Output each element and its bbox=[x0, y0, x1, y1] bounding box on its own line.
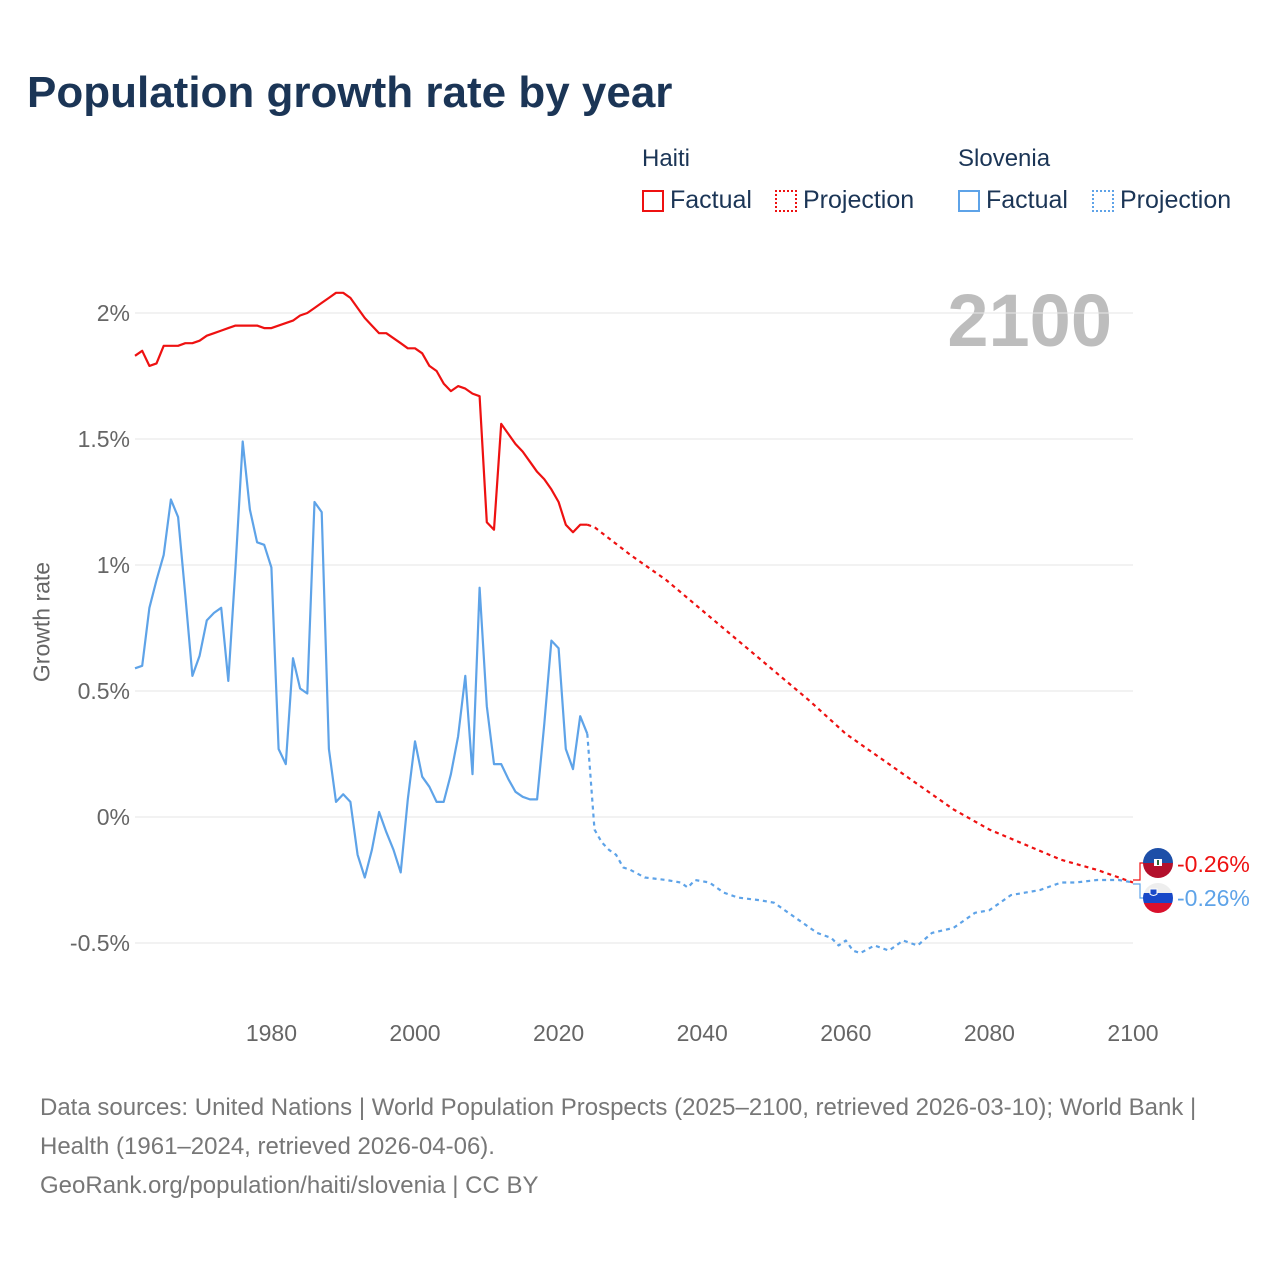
x-tick-label: 2000 bbox=[389, 1020, 440, 1046]
haiti-flag-icon bbox=[1143, 848, 1173, 878]
y-tick-label: 0% bbox=[97, 804, 130, 830]
legend-swatch-dotted bbox=[1092, 189, 1114, 212]
x-tick-label: 2020 bbox=[533, 1020, 584, 1046]
x-tick-label: 2060 bbox=[820, 1020, 871, 1046]
slovenia-flag-icon bbox=[1143, 883, 1173, 913]
y-tick-label: 1.5% bbox=[78, 426, 130, 452]
legend-swatch-dotted bbox=[775, 189, 797, 212]
source-line: Data sources: United Nations | World Pop… bbox=[40, 1094, 1197, 1160]
legend-slovenia-factual[interactable]: Factual bbox=[958, 186, 1068, 215]
y-tick-label: 1% bbox=[97, 552, 130, 578]
x-tick-label: 2100 bbox=[1107, 1020, 1158, 1046]
source-note: Data sources: United Nations | World Pop… bbox=[40, 1088, 1240, 1205]
x-tick-label: 1980 bbox=[246, 1020, 297, 1046]
legend-swatch-solid bbox=[958, 189, 980, 212]
end-label-slovenia: -0.26% bbox=[1177, 885, 1250, 911]
legend-slovenia-heading: Slovenia bbox=[958, 145, 1051, 172]
legend-label: Factual bbox=[986, 186, 1068, 214]
series-line-slovenia-projection bbox=[586, 733, 1134, 955]
series-line-haiti-projection bbox=[586, 523, 1134, 884]
legend-haiti-factual[interactable]: Factual bbox=[642, 186, 752, 215]
legend-label: Projection bbox=[1120, 186, 1232, 214]
series-line-slovenia-factual bbox=[134, 440, 589, 879]
y-tick-label: 0.5% bbox=[78, 678, 130, 704]
end-label-haiti: -0.26% bbox=[1177, 851, 1250, 877]
x-tick-label: 2040 bbox=[677, 1020, 728, 1046]
current-year-label: 2100 bbox=[947, 279, 1112, 362]
legend-swatch-solid bbox=[642, 189, 664, 212]
x-tick-label: 2080 bbox=[964, 1020, 1015, 1046]
source-url[interactable]: GeoRank.org/population/haiti/slovenia | … bbox=[40, 1172, 539, 1199]
y-tick-label: -0.5% bbox=[70, 930, 130, 956]
legend-slovenia-projection[interactable]: Projection bbox=[1092, 186, 1231, 215]
chart-title: Population growth rate by year bbox=[27, 68, 673, 117]
legend-label: Projection bbox=[803, 186, 915, 214]
legend-label: Factual bbox=[670, 186, 752, 214]
legend-haiti-heading: Haiti bbox=[642, 145, 691, 172]
series-line-haiti-factual bbox=[134, 291, 588, 534]
legend-haiti-projection[interactable]: Projection bbox=[775, 186, 914, 215]
y-tick-label: 2% bbox=[97, 300, 130, 326]
